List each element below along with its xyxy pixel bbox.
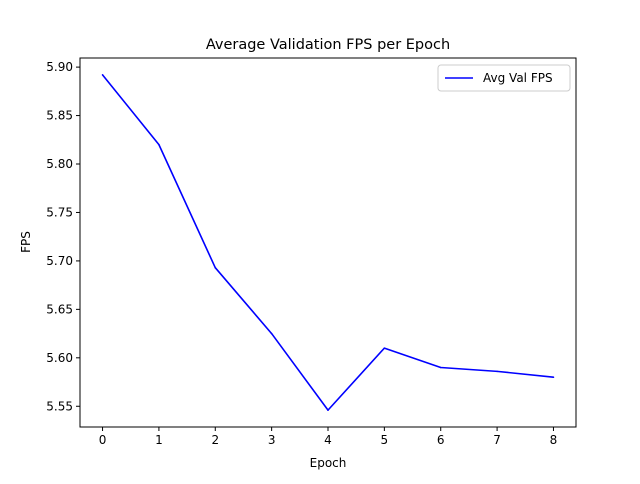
data-point xyxy=(552,376,555,378)
data-point xyxy=(214,266,217,269)
x-tick-label: 3 xyxy=(268,433,276,447)
x-tick-label: 7 xyxy=(493,433,501,447)
x-tick-label: 5 xyxy=(381,433,389,447)
plot-area xyxy=(80,58,576,427)
plot-frame xyxy=(79,57,577,428)
y-axis-ticks: 5.55 5.60 5.65 5.70 5.75 5.80 5.85 5.90 xyxy=(46,60,80,413)
x-axis-ticks: 0 1 2 3 4 5 6 7 8 xyxy=(99,427,558,447)
y-tick-label: 5.75 xyxy=(46,205,73,219)
legend: Avg Val FPS xyxy=(437,64,571,92)
data-point xyxy=(270,332,273,335)
series-layer xyxy=(101,74,555,411)
data-point xyxy=(101,74,104,76)
y-tick-label: 5.65 xyxy=(46,302,73,316)
data-point xyxy=(439,366,442,369)
x-tick-label: 1 xyxy=(155,433,163,447)
legend-box xyxy=(437,64,571,92)
x-tick-label: 2 xyxy=(211,433,219,447)
x-tick-label: 4 xyxy=(324,433,332,447)
x-axis-label: Epoch xyxy=(310,456,347,470)
data-point xyxy=(158,143,160,146)
y-tick-label: 5.70 xyxy=(46,254,73,268)
legend-label: Avg Val FPS xyxy=(483,71,553,85)
data-point xyxy=(327,409,329,411)
y-tick-label: 5.85 xyxy=(46,109,73,123)
data-point xyxy=(496,370,498,373)
x-tick-label: 8 xyxy=(550,433,558,447)
y-axis-label: FPS xyxy=(19,231,33,253)
y-tick-label: 5.60 xyxy=(46,351,73,365)
x-tick-label: 6 xyxy=(437,433,445,447)
y-tick-label: 5.90 xyxy=(46,60,73,74)
data-point xyxy=(383,347,386,349)
y-tick-label: 5.55 xyxy=(46,399,73,413)
chart-title: Average Validation FPS per Epoch xyxy=(206,37,450,53)
y-tick-label: 5.80 xyxy=(46,157,73,171)
x-tick-label: 0 xyxy=(99,433,107,447)
